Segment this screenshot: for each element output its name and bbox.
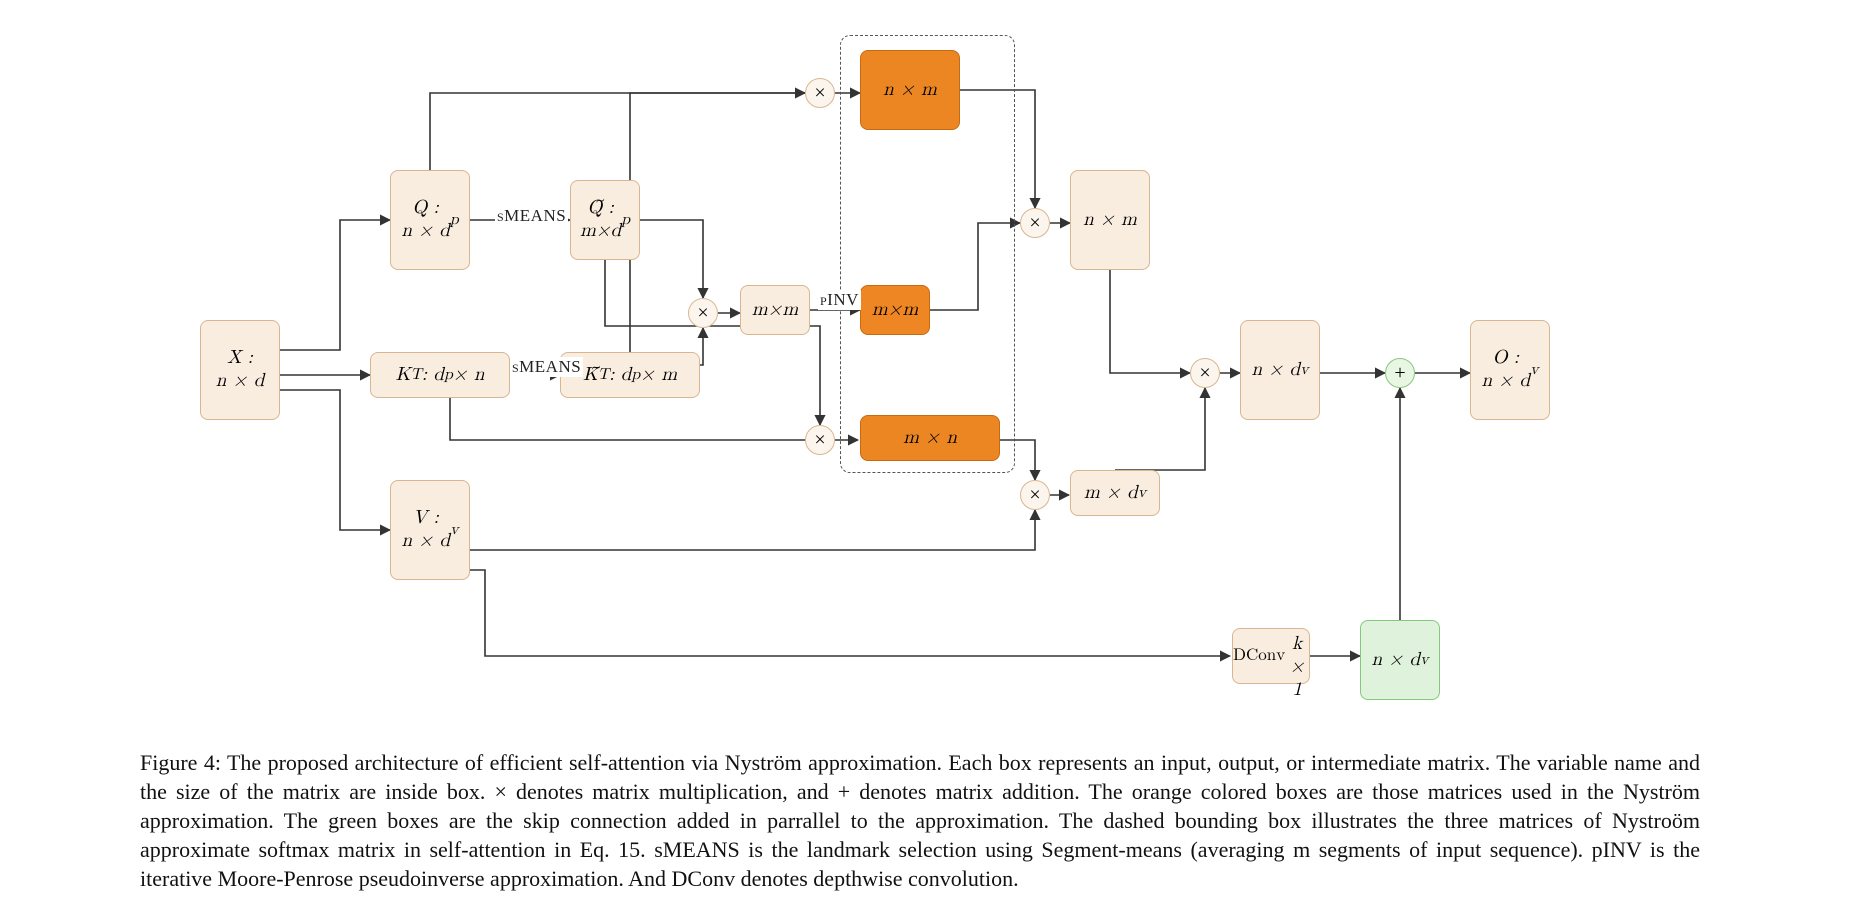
nystrom-architecture-diagram: X :n × dQ :n × dpQ̃ :m×dpKT : dp × nK̃T …	[140, 20, 1670, 730]
matrix-ndv_gr: n × dv	[1360, 620, 1440, 700]
op-plus: +	[1385, 358, 1415, 388]
matrix-V: V :n × dv	[390, 480, 470, 580]
edge	[450, 398, 820, 440]
op-mul5: ×	[1020, 480, 1050, 510]
figure-caption: Figure 4: The proposed architecture of e…	[140, 748, 1700, 893]
edge	[1110, 270, 1190, 373]
edge	[470, 570, 1230, 656]
matrix-Qt: Q̃ :m×dp	[570, 180, 640, 260]
caption-body: The proposed architecture of efficient s…	[140, 750, 1700, 891]
op-mul4: ×	[1020, 208, 1050, 238]
edge	[280, 220, 390, 350]
matrix-KT: KT : dp × n	[370, 352, 510, 398]
matrix-X: X :n × d	[200, 320, 280, 420]
matrix-ndv1: n × dv	[1240, 320, 1320, 420]
edge-label-smeans1: sMEANS	[495, 206, 568, 226]
matrix-Q: Q :n × dp	[390, 170, 470, 270]
edge	[640, 220, 703, 298]
matrix-dconv: DConvk × 1	[1232, 628, 1310, 684]
matrix-mn_or: m × n	[860, 415, 1000, 461]
op-mul1: ×	[805, 78, 835, 108]
op-mul6: ×	[1190, 358, 1220, 388]
op-mul3: ×	[805, 425, 835, 455]
matrix-mdv: m × dv	[1070, 470, 1160, 516]
matrix-nm_or: n × m	[860, 50, 960, 130]
matrix-mm: m×m	[740, 285, 810, 335]
edge	[1115, 388, 1205, 470]
edge-label-pinv: pINV	[818, 290, 861, 310]
caption-lead: Figure 4:	[140, 750, 221, 775]
matrix-O: O :n × dv	[1470, 320, 1550, 420]
edge	[470, 510, 1035, 550]
matrix-mm_or: m×m	[860, 285, 930, 335]
edge	[430, 93, 805, 170]
edge	[700, 328, 703, 365]
op-mul2: ×	[688, 298, 718, 328]
edge	[280, 390, 390, 530]
edge-label-smeans2: sMEANS	[510, 357, 583, 377]
matrix-nm2: n × m	[1070, 170, 1150, 270]
